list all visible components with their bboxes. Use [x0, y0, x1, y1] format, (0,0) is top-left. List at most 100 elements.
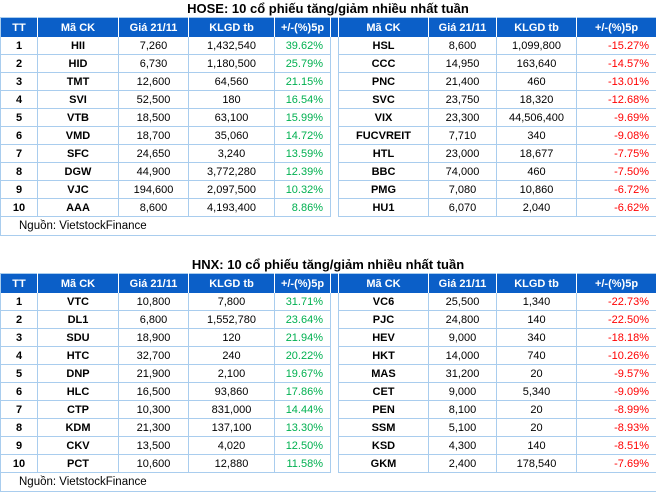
stock-code-cell: MAS [338, 364, 429, 383]
price-cell: 23,750 [428, 90, 497, 109]
stock-code-cell: SSM [338, 418, 429, 437]
col-header-change-2: +/-(%)5p [576, 17, 656, 37]
source-row: Nguồn: VietstockFinance [0, 472, 656, 492]
table-row: 7 SFC 24,650 3,240 13.59% HTL 23,000 18,677 -7.7… [0, 144, 656, 163]
volume-cell: 120 [188, 328, 275, 347]
change-cell: 14.72% [274, 126, 331, 145]
change-cell: -9.69% [576, 108, 656, 127]
rank-cell: 9 [0, 436, 38, 455]
hose-table-title: HOSE: 10 cổ phiếu tăng/giảm nhiều nhất t… [187, 1, 469, 16]
table-row: 7 CTP 10,300 831,000 14.44% PEN 8,100 20 -8.99% [0, 400, 656, 419]
price-cell: 9,000 [428, 382, 497, 401]
half-divider [330, 162, 339, 181]
change-cell: 11.58% [274, 454, 331, 473]
rank-cell: 8 [0, 162, 38, 181]
stock-code-cell: CET [338, 382, 429, 401]
stock-code-cell: PJC [338, 310, 429, 329]
col-header-price-2: Giá 21/11 [428, 273, 497, 293]
price-cell: 32,700 [118, 346, 189, 365]
col-header-price-2: Giá 21/11 [428, 17, 497, 37]
rank-cell: 5 [0, 364, 38, 383]
rank-cell: 6 [0, 126, 38, 145]
change-cell: 31.71% [274, 293, 331, 311]
stock-code-cell: HSL [338, 37, 429, 55]
half-divider [330, 436, 339, 455]
table-row: 2 DL1 6,800 1,552,780 23.64% PJC 24,800 140 -22.… [0, 310, 656, 329]
volume-cell: 2,100 [188, 364, 275, 383]
stock-code-cell: PEN [338, 400, 429, 419]
volume-cell: 18,677 [496, 144, 577, 163]
change-cell: -12.68% [576, 90, 656, 109]
stock-code-cell: PNC [338, 72, 429, 91]
change-cell: -9.08% [576, 126, 656, 145]
change-cell: 23.64% [274, 310, 331, 329]
stock-code-cell: HTC [37, 346, 119, 365]
half-divider [330, 346, 339, 365]
price-cell: 6,800 [118, 310, 189, 329]
table-row: 3 TMT 12,600 64,560 21.15% PNC 21,400 460 -13.01… [0, 72, 656, 91]
change-cell: -7.50% [576, 162, 656, 181]
volume-cell: 1,340 [496, 293, 577, 311]
volume-cell: 740 [496, 346, 577, 365]
table-row: 9 CKV 13,500 4,020 12.50% KSD 4,300 140 -8.51% [0, 436, 656, 455]
half-divider [330, 310, 339, 329]
stock-code-cell: HKT [338, 346, 429, 365]
stock-code-cell: DGW [37, 162, 119, 181]
price-cell: 14,950 [428, 54, 497, 73]
change-cell: -9.57% [576, 364, 656, 383]
rank-cell: 1 [0, 37, 38, 55]
change-cell: 16.54% [274, 90, 331, 109]
volume-cell: 137,100 [188, 418, 275, 437]
stock-code-cell: CCC [338, 54, 429, 73]
stock-code-cell: SDU [37, 328, 119, 347]
price-cell: 24,650 [118, 144, 189, 163]
volume-cell: 163,640 [496, 54, 577, 73]
price-cell: 4,300 [428, 436, 497, 455]
volume-cell: 3,772,280 [188, 162, 275, 181]
price-cell: 25,500 [428, 293, 497, 311]
volume-cell: 1,180,500 [188, 54, 275, 73]
table-row: 1 HII 7,260 1,432,540 39.62% HSL 8,600 1,099,80… [0, 37, 656, 55]
volume-cell: 140 [496, 436, 577, 455]
half-divider [330, 418, 339, 437]
price-cell: 16,500 [118, 382, 189, 401]
volume-cell: 178,540 [496, 454, 577, 473]
rank-cell: 5 [0, 108, 38, 127]
volume-cell: 5,340 [496, 382, 577, 401]
half-divider [330, 144, 339, 163]
change-cell: -18.18% [576, 328, 656, 347]
price-cell: 7,710 [428, 126, 497, 145]
rank-cell: 4 [0, 90, 38, 109]
change-cell: -13.01% [576, 72, 656, 91]
rank-cell: 10 [0, 454, 38, 473]
price-cell: 21,900 [118, 364, 189, 383]
change-cell: 17.86% [274, 382, 331, 401]
stock-code-cell: VTC [37, 293, 119, 311]
price-cell: 23,000 [428, 144, 497, 163]
price-cell: 14,000 [428, 346, 497, 365]
col-header-volume-2: KLGD tb [496, 17, 577, 37]
table-row: 6 HLC 16,500 93,860 17.86% CET 9,000 5,340 -9.09… [0, 382, 656, 401]
price-cell: 10,300 [118, 400, 189, 419]
half-divider [330, 198, 339, 217]
rank-cell: 1 [0, 293, 38, 311]
change-cell: -8.99% [576, 400, 656, 419]
change-cell: -8.51% [576, 436, 656, 455]
header-row: TT Mã CK Giá 21/11 KLGD tb +/-(%)5p Mã C… [0, 17, 656, 37]
stock-code-cell: KSD [338, 436, 429, 455]
stock-code-cell: VTB [37, 108, 119, 127]
stock-code-cell: HID [37, 54, 119, 73]
stock-code-cell: VIX [338, 108, 429, 127]
change-cell: -14.57% [576, 54, 656, 73]
stock-code-cell: VMD [37, 126, 119, 145]
change-cell: 21.15% [274, 72, 331, 91]
rank-cell: 9 [0, 180, 38, 199]
half-divider [330, 180, 339, 199]
change-cell: -7.75% [576, 144, 656, 163]
volume-cell: 831,000 [188, 400, 275, 419]
col-header-volume: KLGD tb [188, 273, 275, 293]
stock-code-cell: CTP [37, 400, 119, 419]
col-header-rank: TT [0, 273, 38, 293]
stock-code-cell: PMG [338, 180, 429, 199]
change-cell: -6.72% [576, 180, 656, 199]
